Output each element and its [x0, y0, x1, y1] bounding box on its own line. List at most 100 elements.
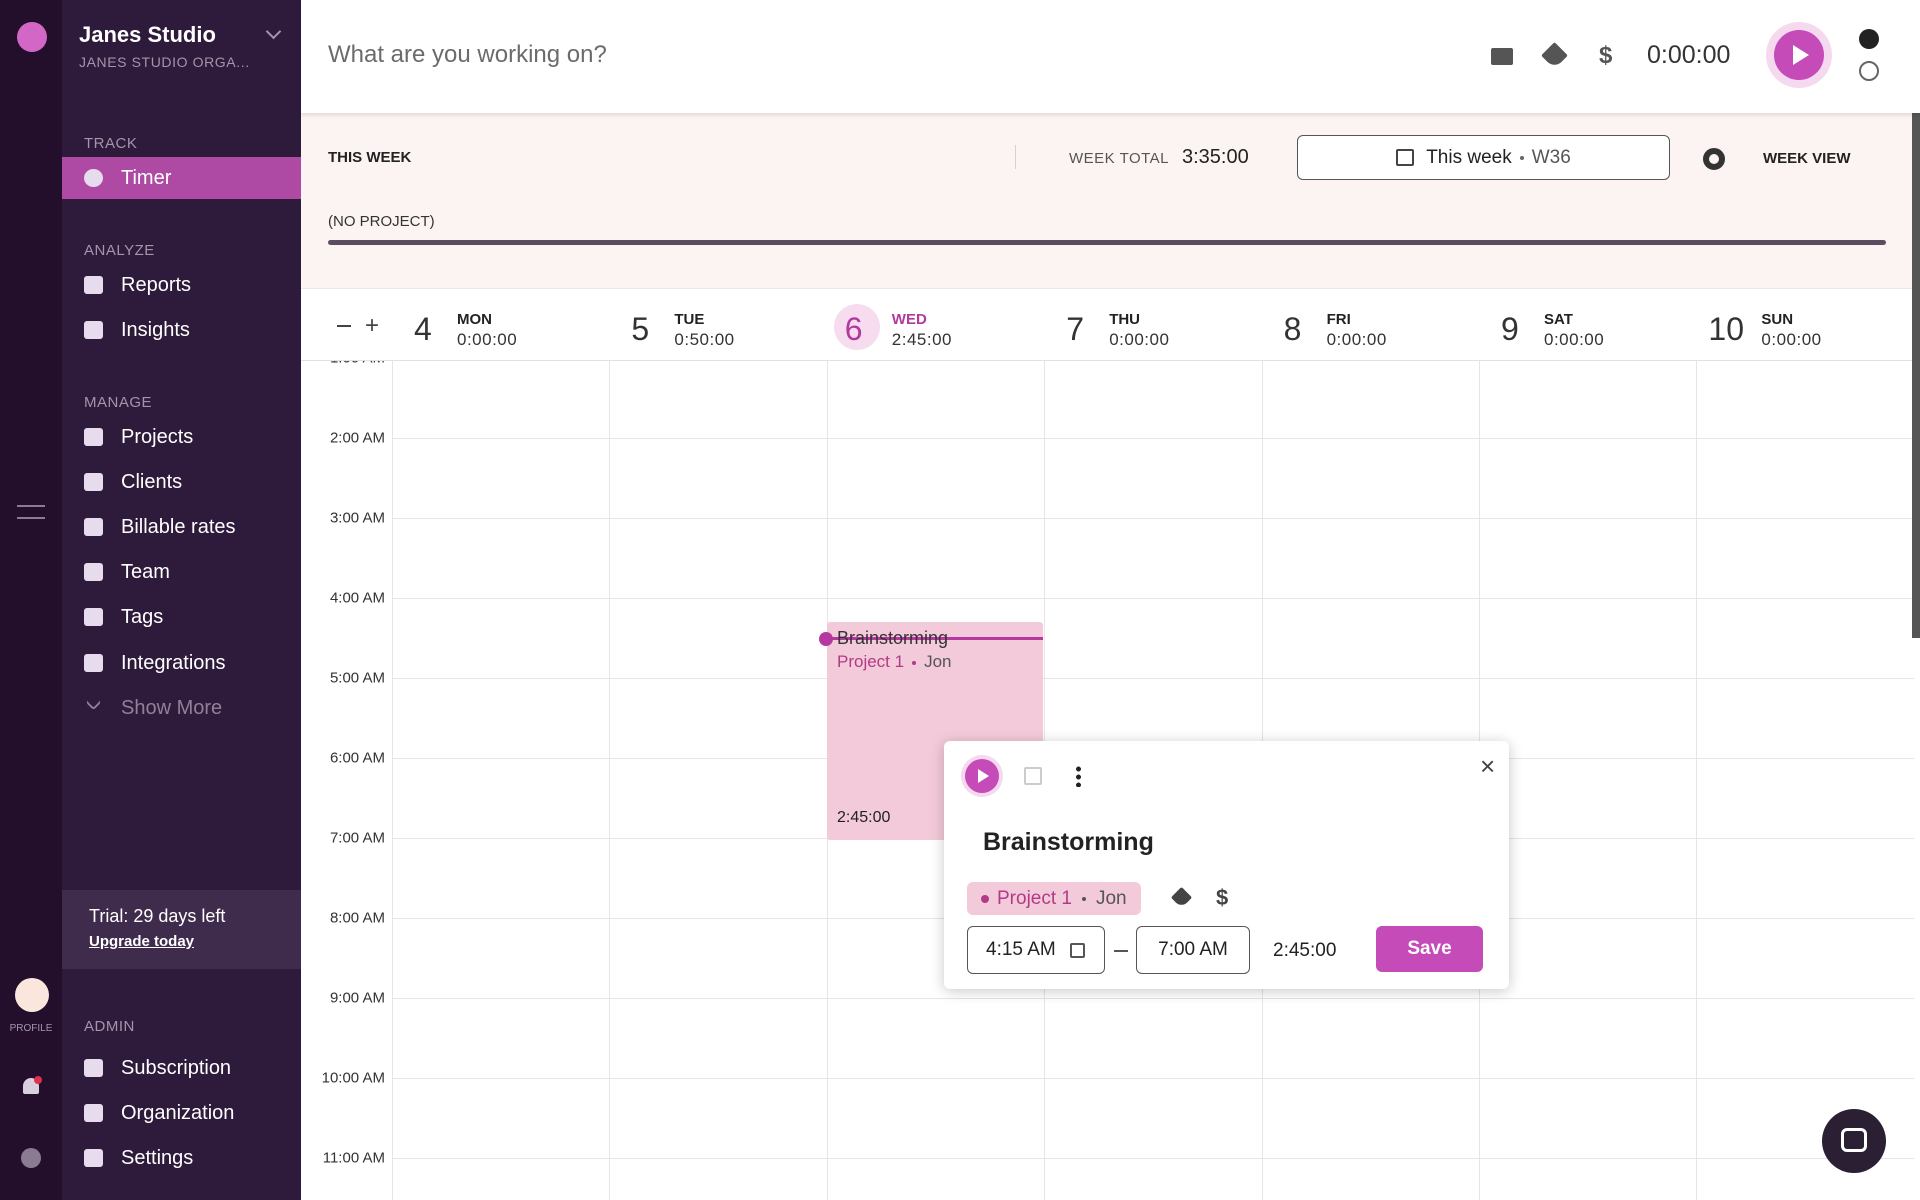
nav-label: Subscription — [121, 1056, 232, 1079]
nav-item[interactable]: Insights — [62, 309, 301, 351]
arrow — [1114, 950, 1128, 952]
popup-duplicate[interactable] — [1024, 767, 1042, 785]
sidebar: Janes Studio JANES STUDIO ORGA... Trial:… — [62, 0, 301, 1200]
nav-item[interactable]: Tags — [62, 596, 301, 638]
day-name: MON — [457, 311, 492, 328]
day-column-header: 8 FRI 0:00:00 — [1262, 289, 1479, 362]
trial-box: Trial: 29 days left Upgrade today — [62, 890, 301, 969]
tag-button[interactable] — [1541, 42, 1568, 69]
avatar[interactable] — [15, 978, 49, 1012]
nav-section: ANALYZE — [84, 242, 155, 259]
zoom-out[interactable] — [337, 325, 351, 327]
timer-duration: 0:00:00 — [1647, 41, 1731, 69]
scrollbar[interactable] — [1912, 113, 1920, 638]
day-name: FRI — [1326, 311, 1351, 328]
nav-item[interactable]: Show More — [62, 687, 301, 729]
zoom-in[interactable]: + — [365, 312, 380, 339]
help[interactable] — [21, 1148, 41, 1168]
popup-project[interactable]: Project 1 Jon — [967, 882, 1141, 915]
billable-button[interactable]: $ — [1599, 42, 1613, 69]
nav-item[interactable]: Timer — [62, 157, 301, 199]
nav-label: Organization — [121, 1101, 235, 1124]
settings-button[interactable] — [1703, 148, 1725, 170]
entry-title: Brainstorming — [837, 628, 949, 648]
profile-label: PROFILE — [9, 1023, 53, 1034]
hour-line — [392, 1158, 1914, 1159]
entry-popup: × Brainstorming Project 1 Jon $ 4:15 AM 7… — [944, 741, 1509, 989]
nav-icon — [84, 276, 103, 294]
week-total-label: WEEK TOTAL — [1069, 150, 1170, 167]
day-column-header: 9 SAT 0:00:00 — [1479, 289, 1696, 362]
divider — [1015, 145, 1016, 169]
description-input[interactable]: What are you working on? — [328, 41, 607, 68]
day-date: 5 — [631, 311, 650, 347]
project-bar — [328, 240, 1886, 245]
project-button[interactable] — [1491, 48, 1513, 65]
chat-button[interactable] — [1822, 1109, 1886, 1173]
nav-item[interactable]: Subscription — [62, 1047, 301, 1089]
workspace-org: JANES STUDIO ORGA... — [79, 54, 250, 70]
hour-label: 10:00 AM — [321, 1069, 385, 1087]
popup-more[interactable] — [1076, 765, 1081, 787]
day-date: 7 — [1066, 311, 1084, 347]
logo[interactable] — [17, 22, 47, 52]
start-button[interactable] — [1774, 30, 1824, 80]
hour-line — [392, 598, 1914, 599]
end-time-text: 7:00 AM — [1158, 939, 1228, 960]
popup-tag[interactable] — [1170, 886, 1193, 909]
nav-icon — [84, 428, 103, 446]
popup-play[interactable] — [965, 759, 999, 793]
day-date: 8 — [1283, 311, 1302, 347]
save-button[interactable]: Save — [1376, 926, 1483, 972]
hour-label: 1:00 AM — [301, 361, 385, 367]
nav-label: Show More — [121, 696, 223, 719]
nav-label: Team — [121, 560, 170, 583]
column-line — [392, 361, 393, 1200]
week-total: 3:35:00 — [1182, 146, 1249, 168]
hour-label: 7:00 AM — [329, 829, 385, 847]
day-name: WED — [891, 311, 927, 328]
workspace-dropdown[interactable] — [265, 23, 282, 40]
end-time[interactable]: 7:00 AM — [1136, 926, 1250, 974]
week-number: W36 — [1531, 146, 1571, 168]
nav-item[interactable]: Organization — [62, 1092, 301, 1134]
add-entry[interactable] — [1859, 61, 1879, 81]
collapse-button[interactable] — [17, 505, 45, 519]
week-picker[interactable]: This week W36 — [1297, 135, 1670, 180]
popup-close[interactable]: × — [1480, 751, 1496, 781]
nav-label: Projects — [121, 425, 194, 448]
start-time-text: 4:15 AM — [986, 939, 1056, 960]
workspace-name[interactable]: Janes Studio — [79, 22, 216, 47]
nav-item[interactable]: Projects — [62, 416, 301, 458]
nav-icon — [84, 473, 103, 491]
nav-label: Clients — [121, 470, 183, 493]
day-header: + 4 MON 0:00:00 5 TUE 0:50:00 6 WED 2:45:00 7 THU 0… — [301, 288, 1920, 361]
nav-icon — [84, 1104, 103, 1122]
popup-billable[interactable]: $ — [1216, 885, 1229, 910]
hour-line — [392, 438, 1914, 439]
entry-client: Jon — [924, 652, 952, 671]
nav-item[interactable]: Team — [62, 551, 301, 593]
manual-mode[interactable] — [1859, 29, 1879, 49]
nav-item[interactable]: Reports — [62, 264, 301, 306]
day-column-header: 7 THU 0:00:00 — [1044, 289, 1261, 362]
this-week-label: THIS WEEK — [328, 149, 412, 166]
nav-icon — [84, 169, 103, 187]
hour-label: 11:00 AM — [322, 1149, 385, 1167]
nav-item[interactable]: Integrations — [62, 642, 301, 684]
view-selector[interactable]: WEEK VIEW — [1763, 150, 1851, 167]
nav-item[interactable]: Settings — [62, 1137, 301, 1179]
trial-text: Trial: 29 days left — [89, 906, 226, 926]
day-name: TUE — [674, 311, 705, 328]
entry-project: Project 1 Jon — [837, 652, 952, 672]
nav-icon — [85, 694, 102, 711]
nav-label: Tags — [121, 605, 164, 628]
nav-icon — [84, 654, 103, 672]
nav-item[interactable]: Clients — [62, 461, 301, 503]
start-time[interactable]: 4:15 AM — [967, 926, 1105, 974]
hour-line — [392, 678, 1914, 679]
column-line — [609, 361, 611, 1200]
upgrade-link[interactable]: Upgrade today — [89, 933, 195, 950]
nav-item[interactable]: Billable rates — [62, 506, 301, 548]
